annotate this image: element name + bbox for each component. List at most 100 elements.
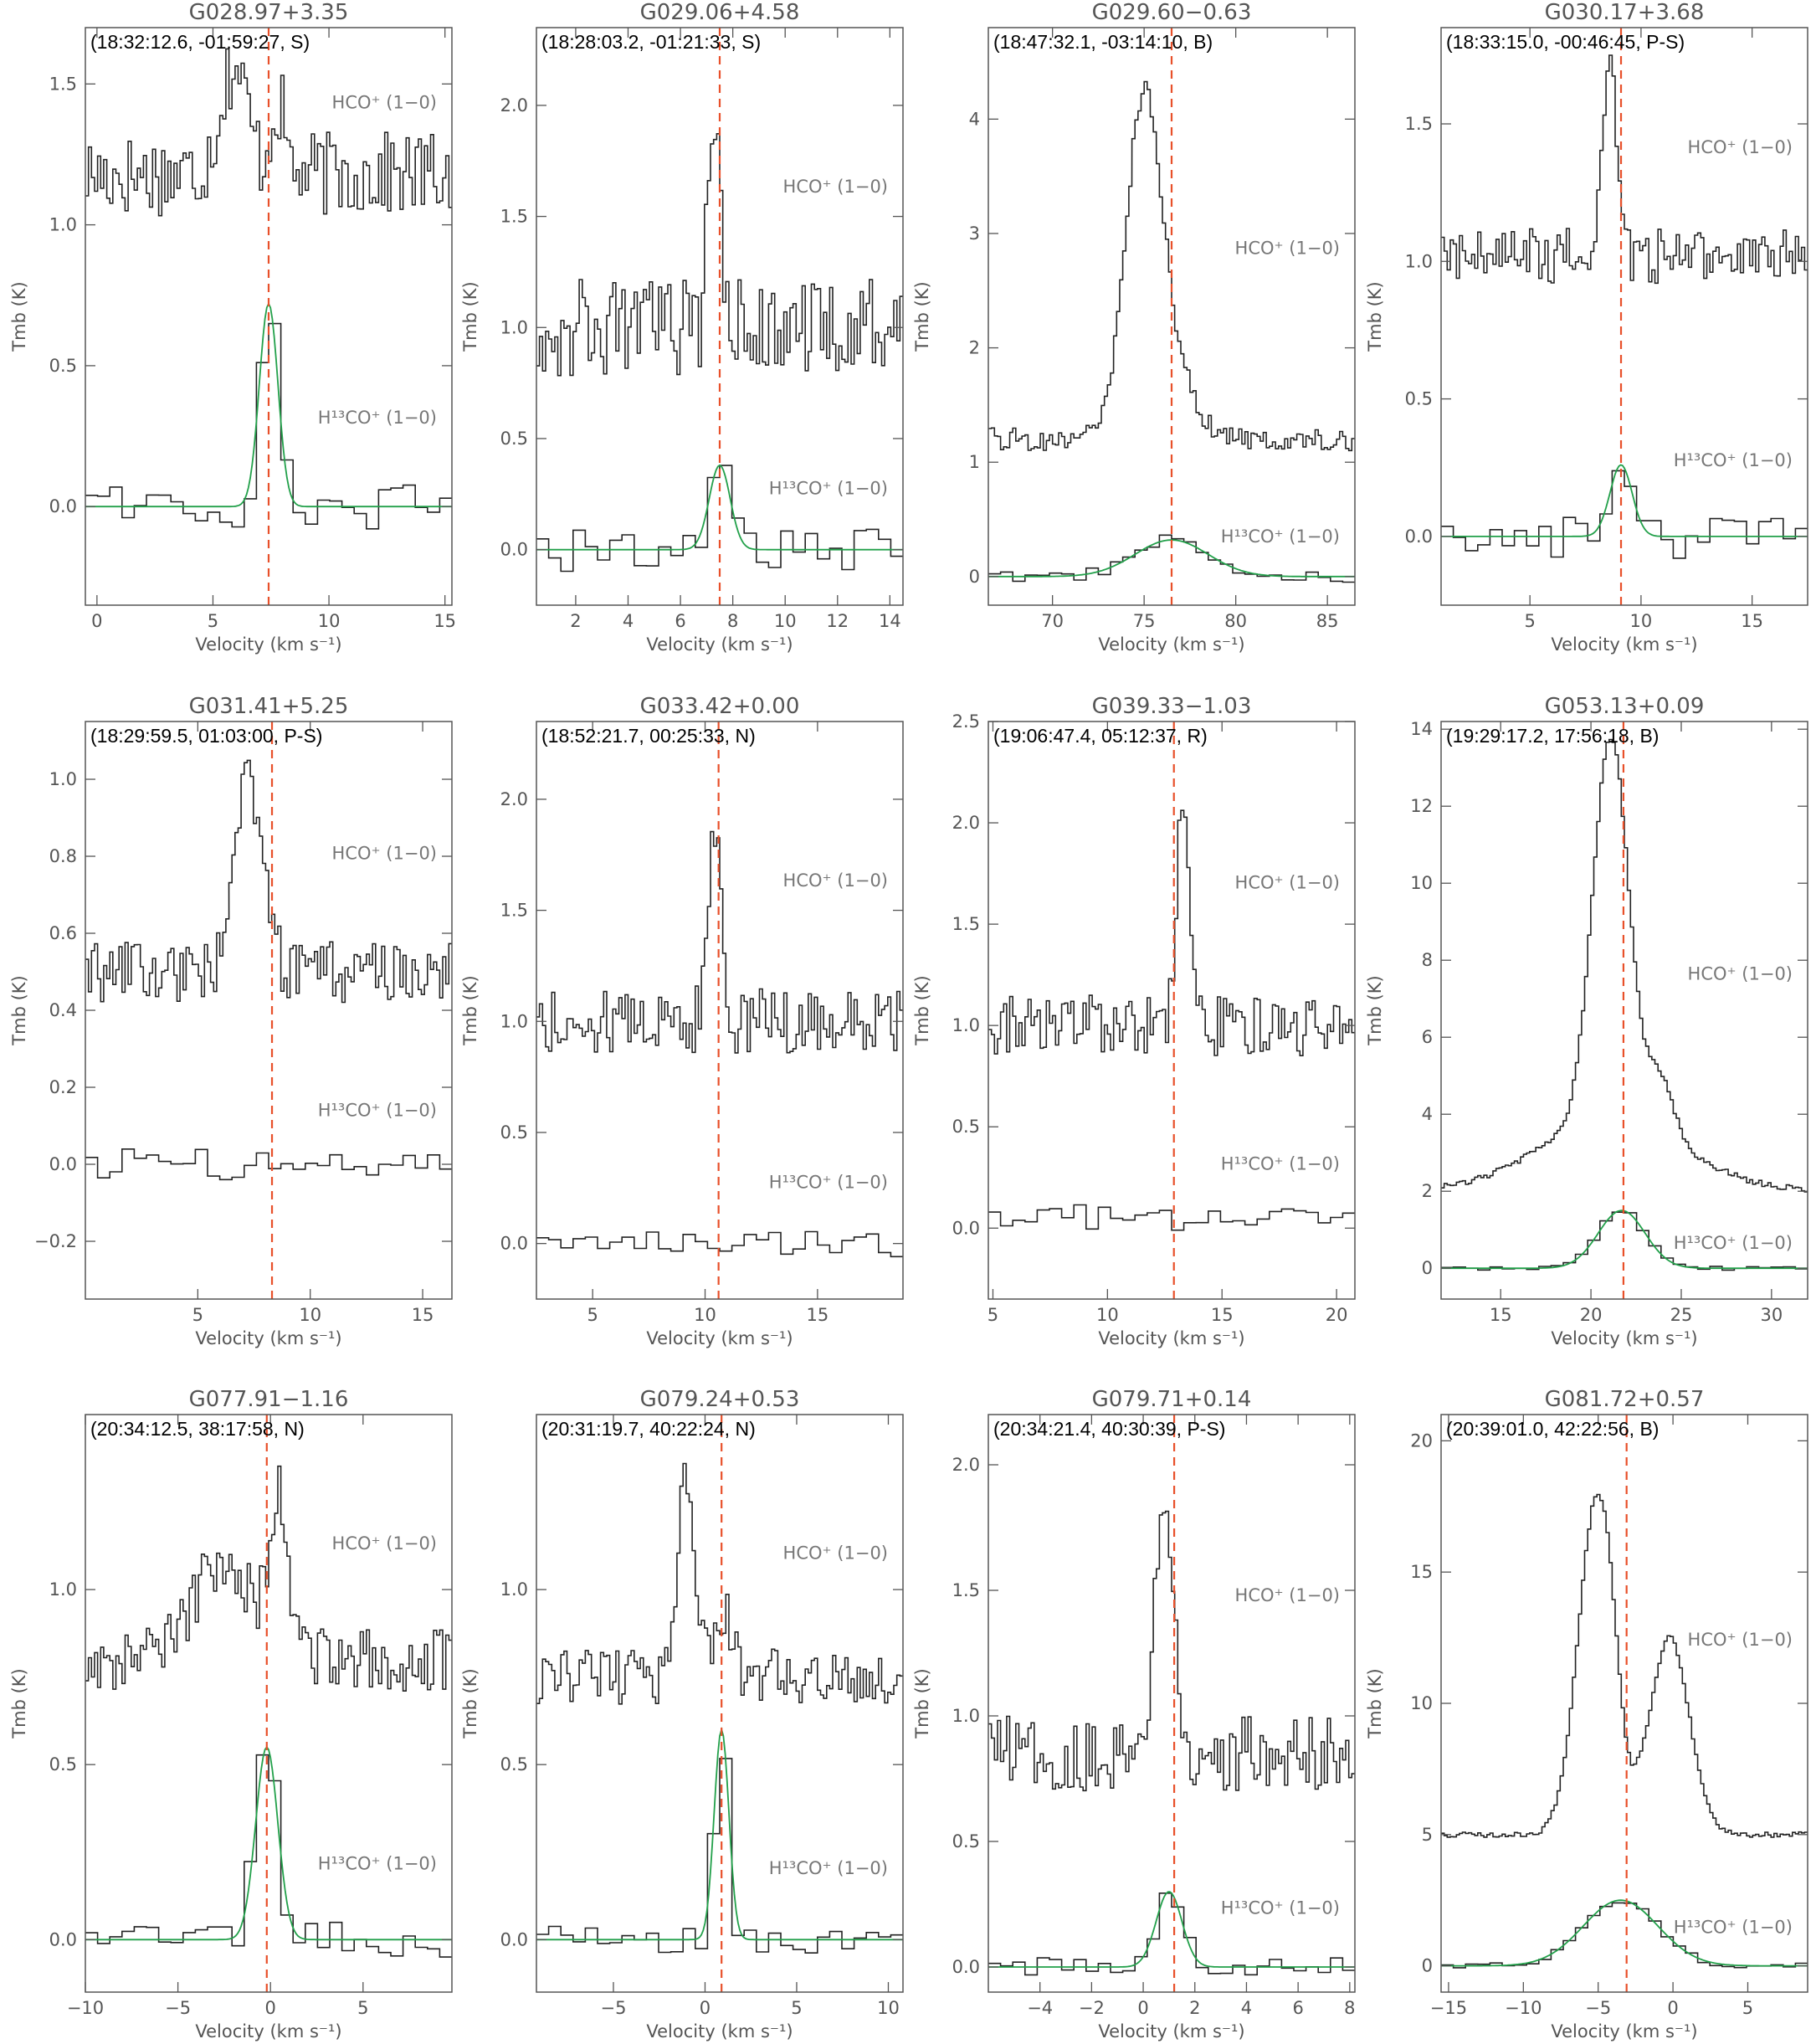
x-tick-label: 15	[1211, 1305, 1234, 1325]
source-coordinate-label: (18:52:21.7, 00:25:33, N)	[541, 725, 756, 747]
y-axis-label: Tmb (K)	[460, 975, 480, 1045]
y-tick-label: 0.0	[500, 1234, 528, 1254]
plot-frame	[85, 721, 453, 1300]
hco-line-label: HCO⁺ (1−0)	[332, 1533, 437, 1554]
hco-spectrum-line	[1441, 738, 1808, 1193]
y-tick-label: 0.5	[49, 356, 77, 376]
x-tick-label: 10	[694, 1305, 716, 1325]
x-tick-label: 0	[700, 1998, 710, 2018]
y-tick-label: 3	[969, 223, 980, 244]
x-tick-label: −2	[1079, 1998, 1105, 2018]
gaussian-fit-line	[1441, 464, 1808, 537]
hco-spectrum-line	[1441, 1493, 1808, 1838]
x-tick-label: 70	[1041, 611, 1064, 631]
x-axis-label: Velocity (km s⁻¹)	[1098, 2021, 1244, 2041]
spectrum-panel: G079.24+0.53 −5 0 5 10 0.0 0.5 1.0 Velocity (km …	[460, 1387, 904, 2041]
x-tick-label: 15	[412, 1305, 434, 1325]
h13co-line-label: H¹³CO⁺ (1−0)	[318, 1101, 437, 1121]
x-axis-label: Velocity (km s⁻¹)	[646, 2021, 793, 2041]
x-axis-label: Velocity (km s⁻¹)	[195, 634, 341, 655]
hco-line-label: HCO⁺ (1−0)	[1688, 137, 1793, 157]
x-tick-label: 0	[1667, 1998, 1678, 2018]
plot-area	[85, 1415, 452, 1992]
gaussian-fit-line	[536, 464, 903, 551]
x-tick-label: 10	[318, 611, 341, 631]
source-coordinate-label: (18:33:15.0, -00:46:45, P-S)	[1446, 31, 1685, 53]
spectrum-panel: G029.60−0.63 70 75 80 85 0 1 2 3 4 Velocity (km s⁻…	[912, 0, 1356, 655]
x-tick-label: 5	[357, 1998, 368, 2018]
y-tick-label: 2.0	[952, 813, 980, 833]
source-coordinate-label: (20:39:01.0, 42:22:56, B)	[1446, 1418, 1659, 1440]
y-tick-label: 4	[1422, 1104, 1433, 1124]
y-tick-label: −0.2	[34, 1231, 77, 1251]
h13co-spectrum-line	[85, 1148, 452, 1181]
hco-spectrum-line	[85, 1465, 452, 1692]
panel-title: G039.33−1.03	[1092, 694, 1252, 719]
hco-line-label: HCO⁺ (1−0)	[783, 870, 888, 891]
y-tick-label: 1.5	[500, 207, 528, 227]
y-tick-label: 2.5	[952, 711, 980, 732]
x-tick-label: 10	[299, 1305, 321, 1325]
x-tick-label: 5	[192, 1305, 203, 1325]
hco-line-label: HCO⁺ (1−0)	[1235, 1585, 1340, 1605]
y-tick-label: 1.0	[49, 215, 77, 235]
y-tick-label: 0.0	[49, 496, 77, 516]
h13co-spectrum-line	[988, 534, 1355, 583]
y-tick-label: 0.0	[49, 1154, 77, 1174]
y-tick-label: 0.5	[500, 429, 528, 449]
h13co-line-label: H¹³CO⁺ (1−0)	[769, 478, 888, 498]
x-tick-label: 30	[1760, 1305, 1783, 1325]
y-axis-label: Tmb (K)	[460, 1668, 480, 1738]
spectrum-panel: G053.13+0.09 15 20 25 30 0 2 4 6 8 10 12 14 Velocity …	[1365, 694, 1808, 1348]
x-tick-label: 6	[1292, 1998, 1303, 2018]
x-tick-label: 25	[1670, 1305, 1693, 1325]
y-tick-label: 0.4	[49, 1000, 77, 1020]
gaussian-fit-line	[536, 1727, 903, 1941]
panel-title: G077.91−1.16	[189, 1387, 349, 1412]
plot-frame	[1440, 721, 1808, 1300]
x-tick-label: 75	[1133, 611, 1156, 631]
x-tick-label: 2	[570, 611, 581, 631]
y-axis-label: Tmb (K)	[9, 281, 29, 352]
y-axis-label: Tmb (K)	[9, 975, 29, 1045]
panel-title: G029.60−0.63	[1092, 0, 1252, 25]
y-tick-label: 1	[969, 452, 980, 472]
h13co-spectrum-line	[85, 1754, 452, 1958]
x-tick-label: 0	[91, 611, 102, 631]
y-axis-label: Tmb (K)	[9, 1668, 29, 1738]
y-tick-label: 0.0	[952, 1957, 980, 1977]
panel-title: G030.17+3.68	[1545, 0, 1705, 25]
gaussian-fit-line	[1441, 1899, 1808, 1967]
x-tick-label: 4	[623, 611, 634, 631]
y-axis-label: Tmb (K)	[912, 1668, 932, 1738]
x-tick-label: 5	[1524, 611, 1535, 631]
y-tick-label: 1.0	[500, 1011, 528, 1031]
plot-frame	[988, 27, 1356, 606]
h13co-line-label: H¹³CO⁺ (1−0)	[1221, 526, 1340, 547]
y-tick-label: 0.8	[49, 846, 77, 866]
y-tick-label: 0.6	[49, 923, 77, 943]
plot-area	[536, 1415, 903, 1992]
x-axis-label: Velocity (km s⁻¹)	[195, 2021, 341, 2041]
y-tick-label: 1.5	[49, 74, 77, 94]
y-tick-label: 0.5	[952, 1831, 980, 1851]
plot-area	[85, 28, 452, 605]
h13co-line-label: H¹³CO⁺ (1−0)	[1674, 1233, 1793, 1253]
y-tick-label: 2	[1422, 1181, 1433, 1201]
x-tick-label: 5	[208, 611, 218, 631]
plot-area	[536, 28, 903, 605]
y-tick-label: 12	[1410, 796, 1433, 816]
panel-title: G029.06+4.58	[640, 0, 800, 25]
y-axis-label: Tmb (K)	[1365, 281, 1385, 352]
x-axis-label: Velocity (km s⁻¹)	[1551, 634, 1697, 655]
plot-frame	[536, 27, 904, 606]
spectrum-panel: G028.97+3.35 0 5 10 15 0.0 0.5 1.0 1.5 Velocity (…	[9, 0, 456, 655]
h13co-spectrum-line	[536, 1230, 903, 1258]
x-tick-label: 80	[1224, 611, 1247, 631]
hco-line-label: HCO⁺ (1−0)	[783, 177, 888, 197]
y-tick-label: 0	[969, 567, 980, 587]
h13co-line-label: H¹³CO⁺ (1−0)	[1674, 1917, 1793, 1937]
y-tick-label: 1.5	[500, 901, 528, 921]
spectrum-panel: G081.72+0.57 −15 −10 −5 0 5 0 5 10 15 20 Velocity (…	[1365, 1387, 1808, 2041]
